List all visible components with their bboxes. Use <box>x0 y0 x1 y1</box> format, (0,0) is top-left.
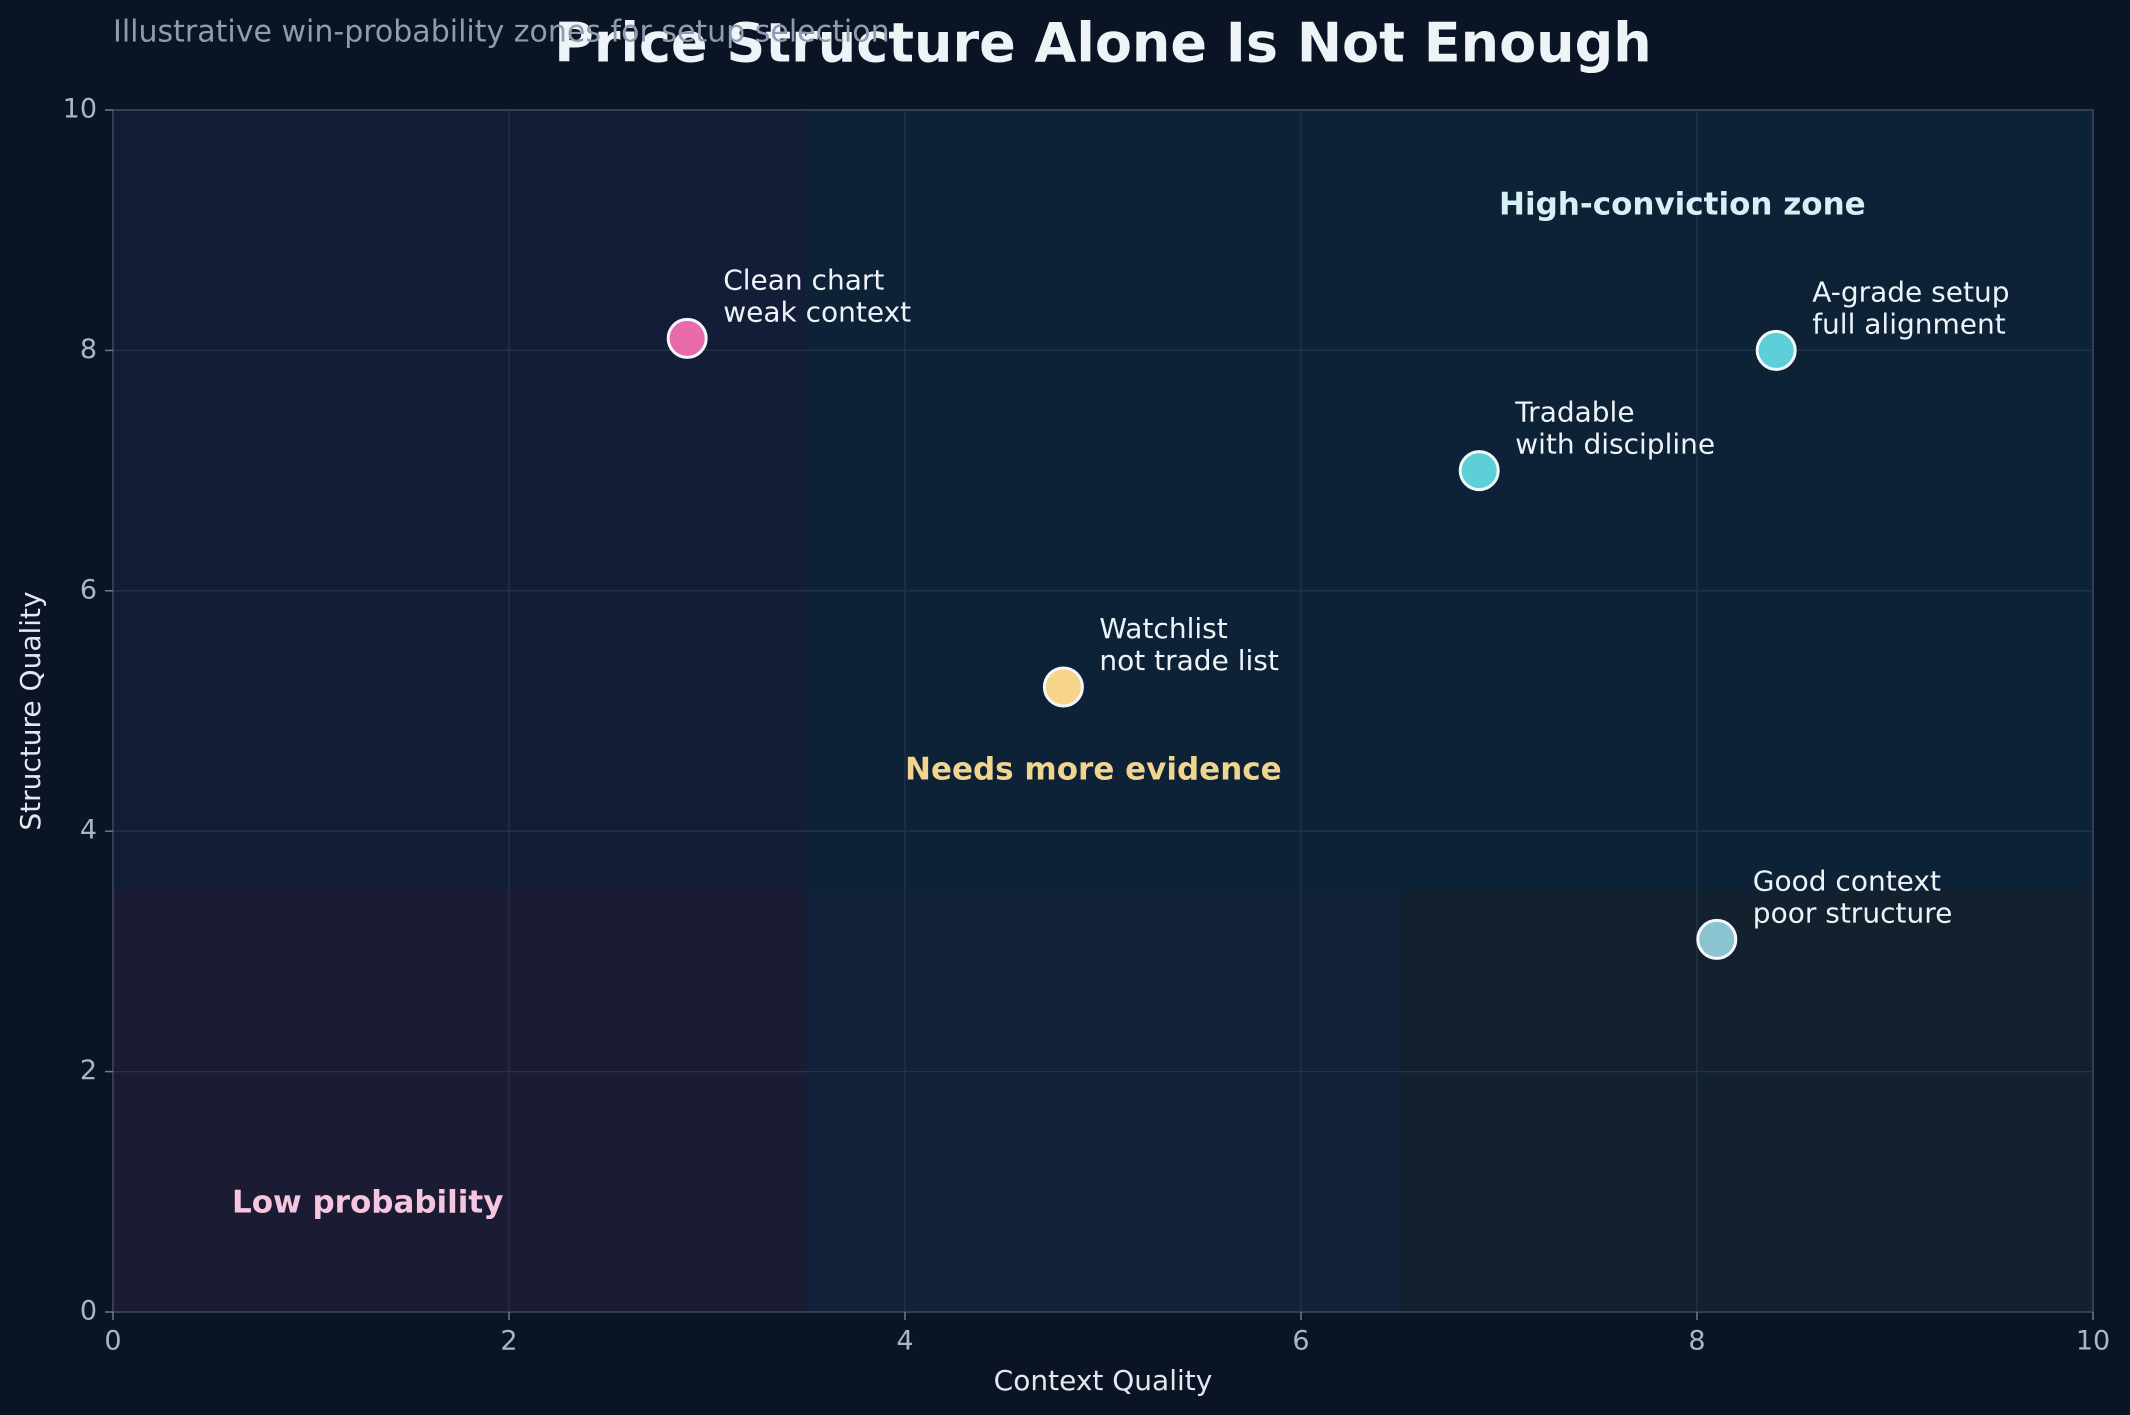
point-label: with discipline <box>1515 428 1715 461</box>
x-tick-label: 4 <box>896 1326 913 1357</box>
zones <box>113 110 2093 1312</box>
chart-title: Price Structure Alone Is Not Enough <box>554 12 1651 75</box>
y-tick-label: 0 <box>80 1296 97 1327</box>
point-label: full alignment <box>1812 307 2006 340</box>
y-tick-label: 4 <box>80 815 97 846</box>
point-label: poor structure <box>1753 896 1953 929</box>
x-tick-label: 6 <box>1292 1326 1309 1357</box>
point-label: Watchlist <box>1099 612 1227 645</box>
point-label: Tradable <box>1514 396 1634 429</box>
y-tick-label: 8 <box>80 334 97 365</box>
point-label: A-grade setup <box>1812 275 2009 308</box>
plot-frame <box>112 109 2094 1313</box>
point-label: Clean chart <box>723 263 884 296</box>
x-axis-label: Context Quality <box>994 1364 1213 1397</box>
point-label: Good context <box>1753 864 1941 897</box>
zone <box>806 891 1400 1312</box>
y-tick-label: 10 <box>63 94 97 125</box>
annotation: Low probability <box>232 1185 503 1221</box>
y-tick-label: 6 <box>80 574 97 605</box>
point-label: weak context <box>723 295 911 328</box>
zone <box>806 110 2093 891</box>
y-tick-label: 2 <box>80 1055 97 1086</box>
x-tick-label: 8 <box>1688 1326 1705 1357</box>
annotation: High-conviction zone <box>1499 187 1866 223</box>
point <box>666 317 708 359</box>
point <box>1696 918 1738 960</box>
point-label: not trade list <box>1099 644 1278 677</box>
chart-subtitle: Illustrative win-probability zones for s… <box>113 15 890 50</box>
point <box>1042 666 1084 708</box>
y-axis-label: Structure Quality <box>14 591 47 830</box>
zone <box>113 891 806 1312</box>
point <box>1755 329 1797 371</box>
zone <box>113 110 806 891</box>
zone <box>1400 891 2093 1312</box>
x-tick-label: 0 <box>104 1326 121 1357</box>
x-tick-label: 2 <box>500 1326 517 1357</box>
point <box>1458 450 1500 492</box>
x-tick-label: 10 <box>2076 1326 2110 1357</box>
annotation: Needs more evidence <box>905 752 1282 788</box>
